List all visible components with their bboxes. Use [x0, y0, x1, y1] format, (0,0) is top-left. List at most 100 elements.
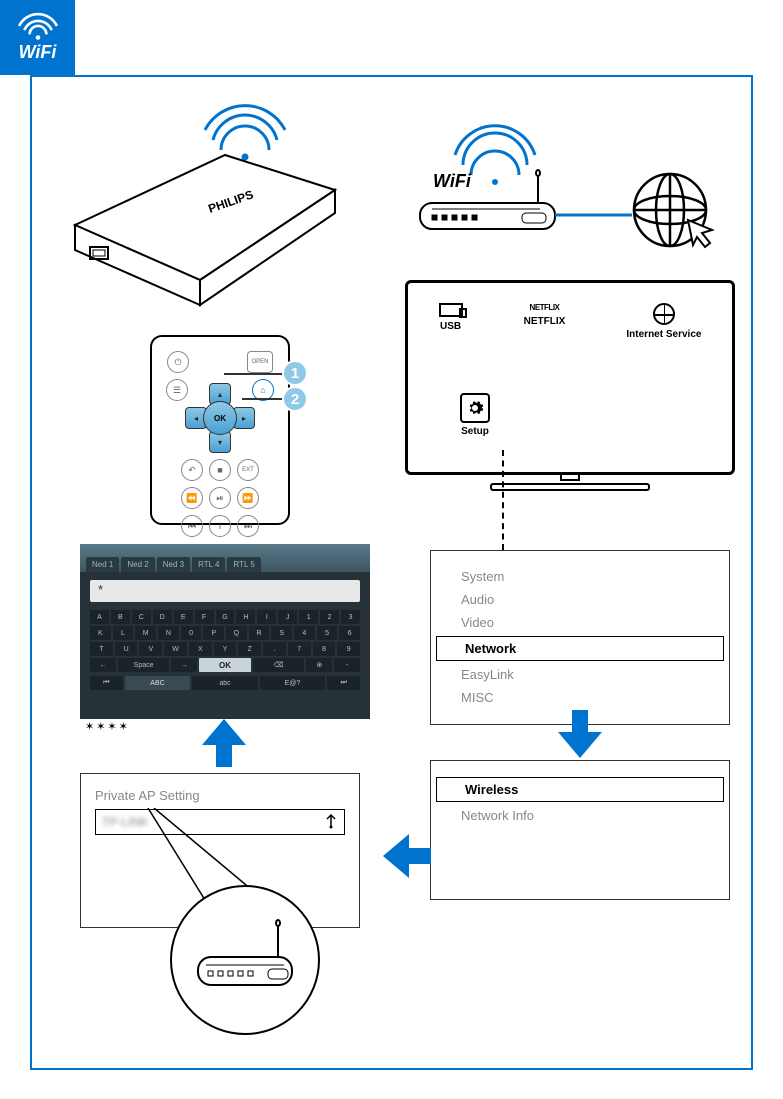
key[interactable]: B: [111, 610, 130, 624]
key[interactable]: 2: [320, 610, 339, 624]
key[interactable]: →: [171, 658, 197, 672]
setup-label: Setup: [461, 426, 489, 437]
internet-option[interactable]: Internet Service: [626, 303, 701, 340]
power-button[interactable]: ⏻: [167, 351, 189, 373]
submenu-item-network-info[interactable]: Network Info: [431, 804, 729, 827]
key[interactable]: 0: [181, 626, 202, 640]
channel-tab[interactable]: Ned 2: [121, 557, 154, 572]
key[interactable]: S: [271, 626, 292, 640]
netflix-option[interactable]: NETFLIX NETFLIX: [524, 303, 566, 340]
back-button[interactable]: ↶: [181, 459, 203, 481]
play-pause-button[interactable]: ⏯: [209, 487, 231, 509]
menu-item-system[interactable]: System: [431, 565, 729, 588]
info-button[interactable]: i: [209, 515, 231, 537]
key[interactable]: ABC: [125, 676, 191, 690]
key[interactable]: 3: [341, 610, 360, 624]
next-button[interactable]: ⏭: [237, 515, 259, 537]
key[interactable]: E: [174, 610, 193, 624]
key[interactable]: ⏮: [90, 676, 123, 690]
menu-item-audio[interactable]: Audio: [431, 588, 729, 611]
key[interactable]: W: [164, 642, 187, 656]
internet-label: Internet Service: [626, 329, 701, 340]
key[interactable]: U: [115, 642, 138, 656]
ap-title: Private AP Setting: [95, 788, 345, 803]
key[interactable]: H: [236, 610, 255, 624]
key[interactable]: OK: [199, 658, 251, 672]
setup-option[interactable]: Setup: [460, 393, 490, 437]
key[interactable]: I: [257, 610, 276, 624]
keyboard-input[interactable]: *: [90, 580, 360, 602]
key[interactable]: 4: [294, 626, 315, 640]
channel-tab[interactable]: Ned 3: [157, 557, 190, 572]
key[interactable]: R: [249, 626, 270, 640]
signal-icon: [324, 813, 338, 832]
ap-selected-network[interactable]: TP-LINK: [95, 809, 345, 835]
channel-tab[interactable]: Ned 1: [86, 557, 119, 572]
key[interactable]: ⊕: [306, 658, 332, 672]
key[interactable]: J: [278, 610, 297, 624]
key[interactable]: F: [195, 610, 214, 624]
ap-ssid: TP-LINK: [102, 815, 148, 829]
usb-label: USB: [440, 321, 461, 332]
key[interactable]: ⌫: [253, 658, 305, 672]
onscreen-keyboard: Ned 1Ned 2Ned 3RTL 4RTL 5 * ABCDEFGHIJ12…: [80, 544, 370, 719]
key[interactable]: K: [90, 626, 111, 640]
key[interactable]: G: [216, 610, 235, 624]
remote-control: ⏻ OPEN ☰ ⌂ ▴ ▾ ◂ ▸ OK ↶ ■ EXT ⏪ ⏯ ⏩ ⏮ i …: [150, 335, 290, 525]
key[interactable]: .: [263, 642, 286, 656]
menu-item-misc[interactable]: MISC: [431, 686, 729, 709]
key[interactable]: abc: [192, 676, 258, 690]
key[interactable]: P: [203, 626, 224, 640]
submenu-item-wireless[interactable]: Wireless: [436, 777, 724, 802]
menu-item-video[interactable]: Video: [431, 611, 729, 634]
arrow-up-icon: [202, 719, 246, 767]
prev-button[interactable]: ⏮: [181, 515, 203, 537]
key[interactable]: Z: [238, 642, 261, 656]
key[interactable]: L: [113, 626, 134, 640]
open-button[interactable]: OPEN: [247, 351, 273, 373]
wifi-arcs-icon: [17, 12, 59, 42]
router-wifi-label: WiFi: [433, 171, 472, 191]
usb-icon: [439, 303, 463, 317]
router-callout: [170, 885, 330, 1025]
key[interactable]: D: [153, 610, 172, 624]
key[interactable]: M: [135, 626, 156, 640]
key[interactable]: N: [158, 626, 179, 640]
connector-dashed: [502, 450, 504, 550]
arrow-down-icon: [558, 710, 602, 758]
key[interactable]: 5: [317, 626, 338, 640]
key[interactable]: T: [90, 642, 113, 656]
menu-item-easylink[interactable]: EasyLink: [431, 663, 729, 686]
globe-icon: [653, 303, 675, 325]
key[interactable]: V: [139, 642, 162, 656]
key[interactable]: Q: [226, 626, 247, 640]
key[interactable]: X: [189, 642, 212, 656]
key[interactable]: 1: [299, 610, 318, 624]
key[interactable]: -: [334, 658, 360, 672]
usb-option[interactable]: USB: [439, 303, 463, 340]
key[interactable]: 7: [288, 642, 311, 656]
gear-icon: [466, 399, 484, 417]
key[interactable]: 8: [313, 642, 336, 656]
stop-button[interactable]: ■: [209, 459, 231, 481]
forward-button[interactable]: ⏩: [237, 487, 259, 509]
password-masked: ✶✶✶✶: [85, 720, 130, 733]
network-submenu-panel: WirelessNetwork Info: [430, 760, 730, 900]
key[interactable]: 6: [339, 626, 360, 640]
ok-button[interactable]: OK: [203, 401, 237, 435]
key[interactable]: ⏭: [327, 676, 360, 690]
ext-button[interactable]: EXT: [237, 459, 259, 481]
key[interactable]: E@?: [260, 676, 326, 690]
channel-tab[interactable]: RTL 4: [192, 557, 225, 572]
step-2-badge: 2: [282, 386, 308, 412]
key[interactable]: A: [90, 610, 109, 624]
key[interactable]: ←: [90, 658, 116, 672]
key[interactable]: Space: [118, 658, 170, 672]
rewind-button[interactable]: ⏪: [181, 487, 203, 509]
key[interactable]: Y: [214, 642, 237, 656]
channel-tab[interactable]: RTL 5: [227, 557, 260, 572]
key[interactable]: C: [132, 610, 151, 624]
step-1-badge: 1: [282, 360, 308, 386]
menu-item-network[interactable]: Network: [436, 636, 724, 661]
key[interactable]: 9: [337, 642, 360, 656]
